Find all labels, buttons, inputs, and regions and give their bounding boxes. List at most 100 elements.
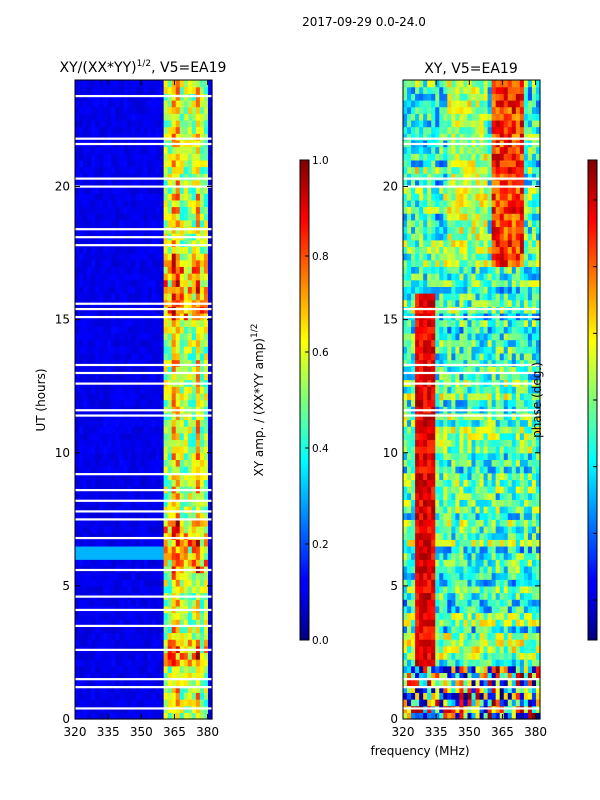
heatmap-cell bbox=[515, 446, 521, 454]
heatmap-cell bbox=[83, 246, 88, 254]
heatmap-cell bbox=[107, 672, 112, 680]
heatmap-cell bbox=[191, 246, 197, 254]
heatmap-cell bbox=[79, 572, 84, 580]
heatmap-cell bbox=[143, 459, 149, 467]
heatmap-cell bbox=[91, 712, 96, 720]
heatmap-cell bbox=[151, 552, 157, 560]
heatmap-cell bbox=[119, 472, 124, 480]
heatmap-cell bbox=[419, 579, 424, 587]
heatmap-cell bbox=[415, 665, 420, 674]
heatmap-cell bbox=[403, 712, 408, 720]
heatmap-cell bbox=[207, 213, 213, 221]
heatmap-cell bbox=[519, 399, 525, 407]
heatmap-cell bbox=[403, 685, 408, 693]
heatmap-cell bbox=[527, 692, 533, 700]
heatmap-cell bbox=[455, 659, 461, 667]
heatmap-cell bbox=[91, 585, 96, 594]
heatmap-cell bbox=[403, 565, 408, 574]
colorbar-tick-label: 1.0 bbox=[312, 155, 329, 167]
heatmap-cell bbox=[155, 432, 161, 441]
heatmap-cell bbox=[207, 319, 213, 327]
heatmap-cell bbox=[75, 99, 80, 108]
heatmap-cell bbox=[111, 206, 116, 214]
heatmap-cell bbox=[531, 499, 537, 507]
heatmap-cell bbox=[115, 273, 120, 281]
heatmap-cell bbox=[407, 645, 412, 654]
heatmap-cell bbox=[447, 559, 452, 567]
heatmap-cell bbox=[147, 253, 153, 261]
heatmap-cell bbox=[147, 193, 153, 201]
heatmap-cell bbox=[179, 426, 185, 434]
heatmap-cell bbox=[91, 366, 96, 374]
heatmap-cell bbox=[87, 559, 92, 567]
heatmap-cell bbox=[111, 572, 116, 580]
heatmap-cell bbox=[515, 492, 521, 500]
heatmap-cell bbox=[183, 206, 189, 214]
heatmap-cell bbox=[535, 599, 541, 607]
heatmap-cell bbox=[503, 525, 509, 534]
heatmap-cell bbox=[183, 532, 189, 540]
heatmap-cell bbox=[135, 665, 141, 674]
heatmap-cell bbox=[143, 346, 149, 354]
heatmap-cell bbox=[455, 506, 461, 514]
heatmap-cell bbox=[431, 439, 436, 447]
heatmap-cell bbox=[75, 699, 80, 707]
heatmap-cell bbox=[79, 339, 84, 347]
heatmap-cell bbox=[159, 259, 165, 267]
heatmap-cell bbox=[83, 439, 88, 447]
heatmap-cell bbox=[183, 625, 189, 634]
heatmap-cell bbox=[75, 446, 80, 454]
heatmap-cell bbox=[171, 479, 177, 487]
heatmap-cell bbox=[179, 386, 185, 394]
heatmap-cell bbox=[187, 525, 193, 534]
heatmap-cell bbox=[83, 426, 88, 434]
heatmap-cell bbox=[87, 499, 92, 507]
heatmap-cell bbox=[447, 492, 452, 500]
heatmap-cell bbox=[103, 352, 108, 361]
heatmap-cell bbox=[155, 332, 161, 341]
heatmap-cell bbox=[199, 186, 205, 194]
heatmap-cell bbox=[155, 219, 161, 228]
heatmap-cell bbox=[403, 632, 408, 640]
heatmap-cell bbox=[171, 266, 177, 274]
heatmap-cell bbox=[523, 439, 529, 447]
heatmap-cell bbox=[167, 432, 173, 441]
heatmap-cell bbox=[535, 472, 541, 480]
heatmap-cell bbox=[407, 419, 412, 427]
heatmap-cell bbox=[127, 639, 133, 647]
heatmap-cell bbox=[87, 259, 92, 267]
heatmap-cell bbox=[187, 545, 193, 554]
heatmap-cell bbox=[499, 612, 505, 620]
heatmap-cell bbox=[407, 659, 412, 667]
heatmap-cell bbox=[491, 712, 497, 720]
heatmap-cell bbox=[75, 326, 80, 334]
heatmap-cell bbox=[183, 539, 189, 547]
heatmap-cell bbox=[175, 659, 181, 667]
heatmap-cell bbox=[407, 446, 412, 454]
heatmap-cell bbox=[131, 392, 137, 401]
heatmap-cell bbox=[75, 545, 80, 554]
heatmap-cell bbox=[515, 506, 521, 514]
heatmap-cell bbox=[143, 545, 149, 554]
heatmap-cell bbox=[447, 545, 452, 554]
heatmap-cell bbox=[495, 605, 501, 614]
heatmap-cell bbox=[75, 685, 80, 693]
heatmap-cell bbox=[487, 585, 493, 594]
heatmap-cell bbox=[467, 446, 473, 454]
heatmap-cell bbox=[427, 679, 432, 687]
heatmap-cell bbox=[131, 173, 137, 181]
heatmap-cell bbox=[107, 419, 112, 427]
heatmap-cell bbox=[467, 545, 473, 554]
heatmap-cell bbox=[79, 326, 84, 334]
heatmap-cell bbox=[175, 86, 181, 94]
heatmap-cell bbox=[503, 545, 509, 554]
heatmap-cell bbox=[131, 339, 137, 347]
heatmap-cell bbox=[183, 446, 189, 454]
heatmap-cell bbox=[403, 639, 408, 647]
heatmap-cell bbox=[147, 426, 153, 434]
heatmap-cell bbox=[495, 466, 501, 474]
heatmap-cell bbox=[159, 432, 165, 441]
heatmap-cell bbox=[487, 545, 493, 554]
heatmap-cell bbox=[199, 519, 205, 527]
heatmap-cell bbox=[115, 133, 120, 141]
